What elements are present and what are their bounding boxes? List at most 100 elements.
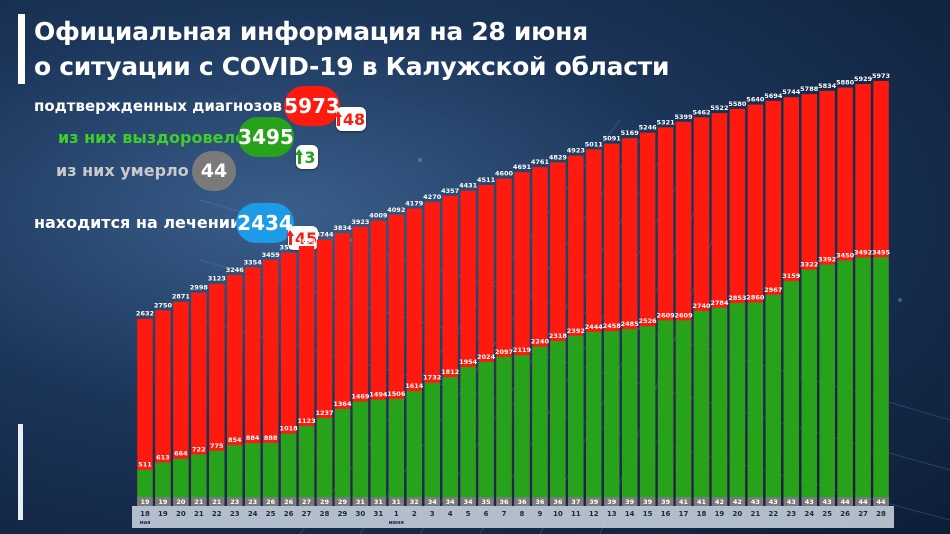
bar-deaths	[514, 497, 530, 506]
x-tick-label: 9	[537, 510, 542, 518]
bar-deaths	[442, 497, 458, 506]
label-deaths: 31	[374, 498, 384, 506]
bar-deaths	[173, 497, 189, 506]
bar-recovered	[604, 331, 620, 506]
x-tick-label: 24	[804, 510, 814, 518]
label-deaths: 20	[176, 498, 186, 506]
label-deaths: 19	[140, 498, 150, 506]
recovered-delta: 3	[304, 147, 316, 167]
label-deaths: 21	[212, 498, 222, 506]
x-tick-label: 28	[320, 510, 330, 518]
label-recovered: 3322	[800, 261, 818, 269]
label-confirmed: 5834	[818, 82, 837, 90]
confirmed-delta: 48	[342, 109, 366, 129]
label-confirmed: 5091	[603, 135, 622, 143]
bar-deaths	[711, 497, 728, 506]
label-confirmed: 5321	[657, 118, 676, 126]
label-recovered: 3492	[854, 248, 872, 256]
label-recovered: 2097	[495, 348, 513, 356]
bar-recovered	[514, 355, 530, 506]
label-recovered: 1494	[369, 391, 388, 399]
label-recovered: 1812	[441, 368, 459, 376]
bar-deaths	[352, 497, 369, 506]
label-confirmed: 4270	[423, 193, 442, 201]
bar-deaths	[693, 497, 710, 506]
bar-recovered	[155, 462, 171, 506]
label-deaths: 39	[607, 498, 617, 506]
label-recovered: 664	[174, 450, 188, 458]
label-confirmed: 3354	[244, 258, 263, 266]
recovered-delta-badge: 3	[295, 145, 318, 169]
bar-recovered	[262, 442, 279, 506]
bar-deaths	[837, 497, 853, 506]
label-deaths: 43	[805, 498, 814, 506]
bar-deaths	[801, 497, 817, 506]
label-confirmed: 5744	[782, 88, 801, 96]
treatment-delta: 45	[294, 228, 318, 248]
bar-recovered	[316, 417, 333, 506]
bar-deaths	[155, 497, 171, 506]
x-tick-label: 18	[697, 510, 707, 518]
bar-recovered	[244, 443, 261, 506]
x-tick-label: 22	[768, 510, 778, 518]
x-tick-label: 24	[248, 510, 258, 518]
bar-confirmed	[155, 310, 171, 506]
bar-recovered	[747, 302, 764, 506]
title-line-1: Официальная информация на 28 июня	[34, 17, 588, 46]
label-recovered: 2740	[692, 302, 711, 310]
bar-recovered	[406, 391, 422, 506]
bar-deaths	[388, 497, 405, 506]
bar-deaths	[747, 497, 764, 506]
label-recovered: 888	[264, 434, 278, 442]
bar-recovered	[765, 294, 782, 506]
deaths-value: 44	[192, 151, 236, 191]
bar-deaths	[209, 497, 225, 506]
bar-recovered	[586, 332, 602, 506]
bar-confirmed	[209, 283, 225, 506]
label-confirmed: 5973	[872, 72, 890, 80]
x-tick-label: 15	[643, 510, 653, 518]
bar-recovered	[675, 320, 692, 506]
x-tick-label: 23	[786, 510, 796, 518]
label-confirmed: 4691	[513, 163, 532, 171]
x-tick-label: 25	[266, 510, 276, 518]
label-recovered: 2526	[639, 317, 658, 325]
bar-deaths	[568, 497, 584, 506]
x-tick-label: 17	[679, 510, 689, 518]
x-tick-label: 4	[448, 510, 453, 518]
x-tick-label: 14	[625, 510, 635, 518]
arrow-up-icon	[295, 149, 304, 164]
bar-deaths	[765, 497, 782, 506]
x-tick-label: 5	[466, 510, 471, 518]
label-deaths: 43	[769, 498, 778, 506]
bar-deaths	[298, 497, 315, 506]
bar-recovered	[209, 450, 225, 506]
label-recovered: 854	[228, 436, 242, 444]
arrow-up-icon	[285, 230, 294, 245]
label-deaths: 29	[338, 498, 348, 506]
bar-deaths	[819, 497, 835, 506]
label-confirmed: 4009	[369, 212, 388, 220]
bar-recovered	[693, 311, 710, 506]
x-tick-label: 26	[840, 510, 850, 518]
bar-recovered	[352, 401, 369, 506]
bar-deaths	[280, 497, 297, 506]
x-tick-label: 2	[412, 510, 417, 518]
bar-recovered	[657, 320, 674, 506]
label-recovered: 1732	[423, 374, 441, 382]
label-recovered: 1614	[405, 382, 424, 390]
label-deaths: 36	[553, 498, 563, 506]
bar-deaths	[873, 497, 889, 506]
bar-recovered	[496, 356, 512, 506]
x-tick-label: 28	[876, 510, 886, 518]
label-deaths: 39	[625, 498, 635, 506]
bar-recovered	[137, 469, 153, 506]
label-confirmed: 3744	[315, 231, 334, 239]
confirmed-label: подтвержденных диагнозов	[34, 97, 283, 115]
label-recovered: 3450	[836, 251, 855, 259]
bar-deaths	[406, 497, 422, 506]
label-deaths: 36	[517, 498, 527, 506]
confirmed-delta-badge: 48	[333, 107, 366, 131]
bar-deaths	[370, 497, 387, 506]
label-deaths: 41	[679, 498, 689, 506]
